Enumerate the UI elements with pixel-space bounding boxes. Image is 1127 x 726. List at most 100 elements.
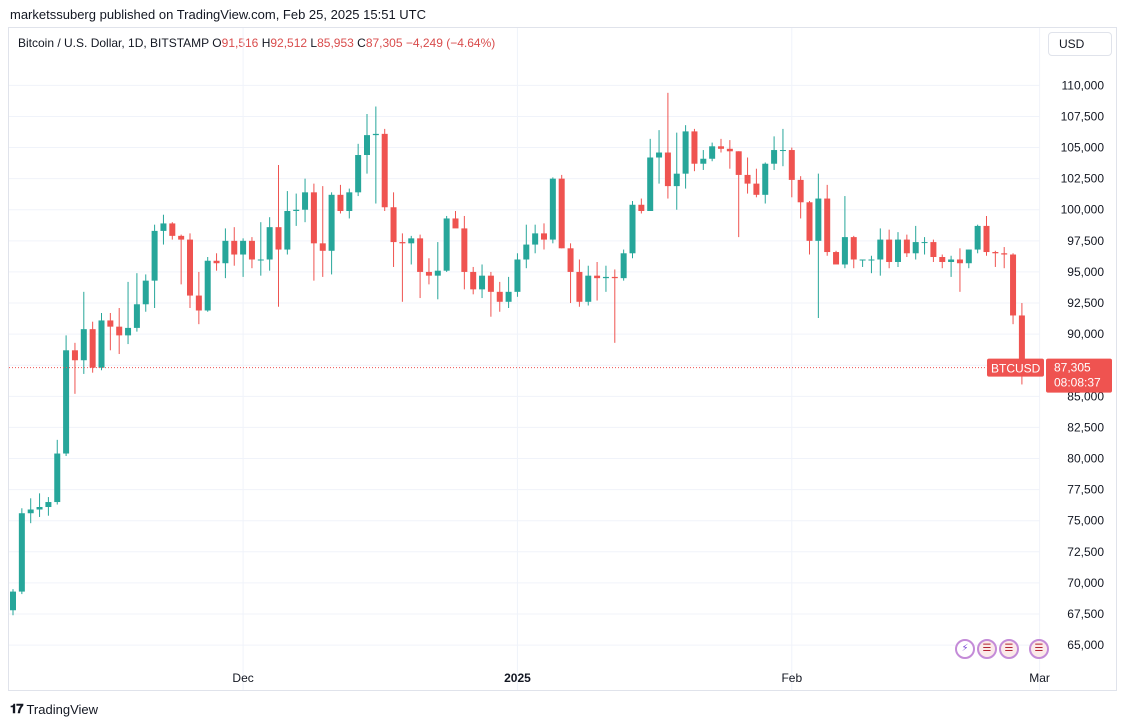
candle-up: [673, 173, 680, 187]
candle-down: [195, 295, 202, 311]
candle-down: [638, 204, 645, 211]
y-tick-label: 105,000: [1061, 141, 1105, 155]
candle-down: [903, 239, 910, 254]
candle-down: [744, 174, 751, 184]
candle-down: [89, 329, 96, 368]
candle-up: [355, 155, 362, 193]
candle-down: [726, 148, 733, 152]
candle-down: [337, 194, 344, 211]
y-tick-label: 102,500: [1061, 172, 1105, 186]
candle-down: [806, 202, 813, 241]
y-tick-label: 85,000: [1067, 389, 1104, 403]
high-value: 92,512: [270, 36, 308, 50]
candle-down: [487, 275, 494, 292]
candle-up: [629, 204, 636, 254]
candle-up: [408, 238, 415, 244]
us-flag-icon[interactable]: ☰: [1029, 639, 1049, 659]
candles-group: [10, 92, 1025, 616]
candle-up: [700, 158, 707, 164]
y-tick-label: 107,500: [1061, 109, 1105, 123]
x-tick-label: 2025: [504, 671, 531, 685]
candle-down: [107, 320, 114, 327]
candle-up: [815, 198, 822, 241]
candle-up: [293, 209, 300, 211]
candle-down: [611, 276, 618, 279]
candle-up: [18, 513, 25, 592]
candle-down: [417, 238, 424, 272]
us-flag-icon[interactable]: ☰: [999, 639, 1019, 659]
close-value: 87,305: [365, 36, 403, 50]
candle-down: [992, 252, 999, 254]
candle-up: [647, 157, 654, 211]
candle-up: [779, 150, 786, 152]
candle-down: [664, 152, 671, 187]
close-key: C: [357, 36, 366, 50]
tradingview-logo[interactable]: 𝟏𝟕 TradingView: [10, 701, 98, 717]
last-price-marker: BTCUSD 87,305 08:08:37: [9, 358, 1112, 393]
candle-up: [54, 453, 61, 503]
candle-down: [213, 260, 220, 264]
candle-down: [886, 239, 893, 262]
countdown-label: 08:08:37: [1054, 376, 1101, 390]
candle-up: [602, 276, 609, 279]
y-tick-label: 82,500: [1067, 420, 1104, 434]
candle-down: [381, 133, 388, 208]
candle-up: [10, 591, 16, 611]
candle-down: [231, 240, 238, 255]
candle-down: [558, 178, 565, 249]
symbol-title: Bitcoin / U.S. Dollar, 1D, BITSTAMP: [18, 36, 209, 50]
candle-up: [505, 291, 512, 302]
tradingview-logo-text: TradingView: [26, 701, 99, 717]
candle-down: [956, 259, 963, 264]
candle-up: [682, 131, 689, 174]
y-tick-label: 65,000: [1067, 638, 1104, 652]
candle-down: [178, 235, 185, 240]
candle-down: [310, 192, 317, 244]
candle-up: [523, 244, 530, 260]
lightning-icon[interactable]: ⚡: [955, 639, 975, 659]
candle-up: [302, 192, 309, 210]
y-tick-label: 80,000: [1067, 452, 1104, 466]
candle-up: [151, 230, 158, 281]
candle-down: [1001, 253, 1008, 255]
candle-down: [824, 198, 831, 253]
currency-button[interactable]: USD: [1048, 32, 1112, 56]
candle-down: [116, 326, 123, 336]
y-tick-label: 72,500: [1067, 545, 1104, 559]
candle-up: [965, 249, 972, 264]
candle-down: [939, 257, 946, 262]
y-tick-label: 75,000: [1067, 514, 1104, 528]
candle-up: [912, 242, 919, 254]
time-axis[interactable]: Dec 2025 Feb Mar: [232, 671, 1050, 685]
candle-up: [222, 240, 229, 264]
published-caption: marketssuberg published on TradingView.c…: [10, 7, 426, 22]
y-tick-label: 110,000: [1062, 78, 1105, 92]
candle-down: [797, 179, 804, 203]
candle-up: [160, 223, 167, 231]
candle-up: [974, 225, 981, 250]
candle-up: [514, 259, 521, 292]
x-tick-label: Dec: [232, 671, 253, 685]
candle-up: [284, 210, 291, 250]
y-tick-label: 90,000: [1067, 327, 1104, 341]
candle-down: [930, 242, 937, 258]
candle-down: [319, 243, 326, 251]
candle-down: [735, 151, 742, 175]
candle-down: [390, 207, 397, 243]
candle-up: [921, 242, 928, 244]
x-tick-label: Feb: [781, 671, 802, 685]
candle-down: [187, 239, 193, 296]
ohlc-legend: Bitcoin / U.S. Dollar, 1D, BITSTAMP O91,…: [18, 36, 495, 50]
us-flag-icon[interactable]: ☰: [977, 639, 997, 659]
candle-up: [36, 507, 43, 510]
candle-down: [169, 223, 176, 236]
candle-down: [594, 275, 601, 279]
candle-up: [45, 502, 52, 508]
ticker-label: BTCUSD: [991, 362, 1041, 376]
candle-down: [248, 240, 255, 260]
candle-up: [63, 350, 70, 454]
y-tick-label: 97,500: [1067, 234, 1104, 248]
candle-down: [399, 242, 406, 244]
open-key: O: [212, 36, 222, 50]
